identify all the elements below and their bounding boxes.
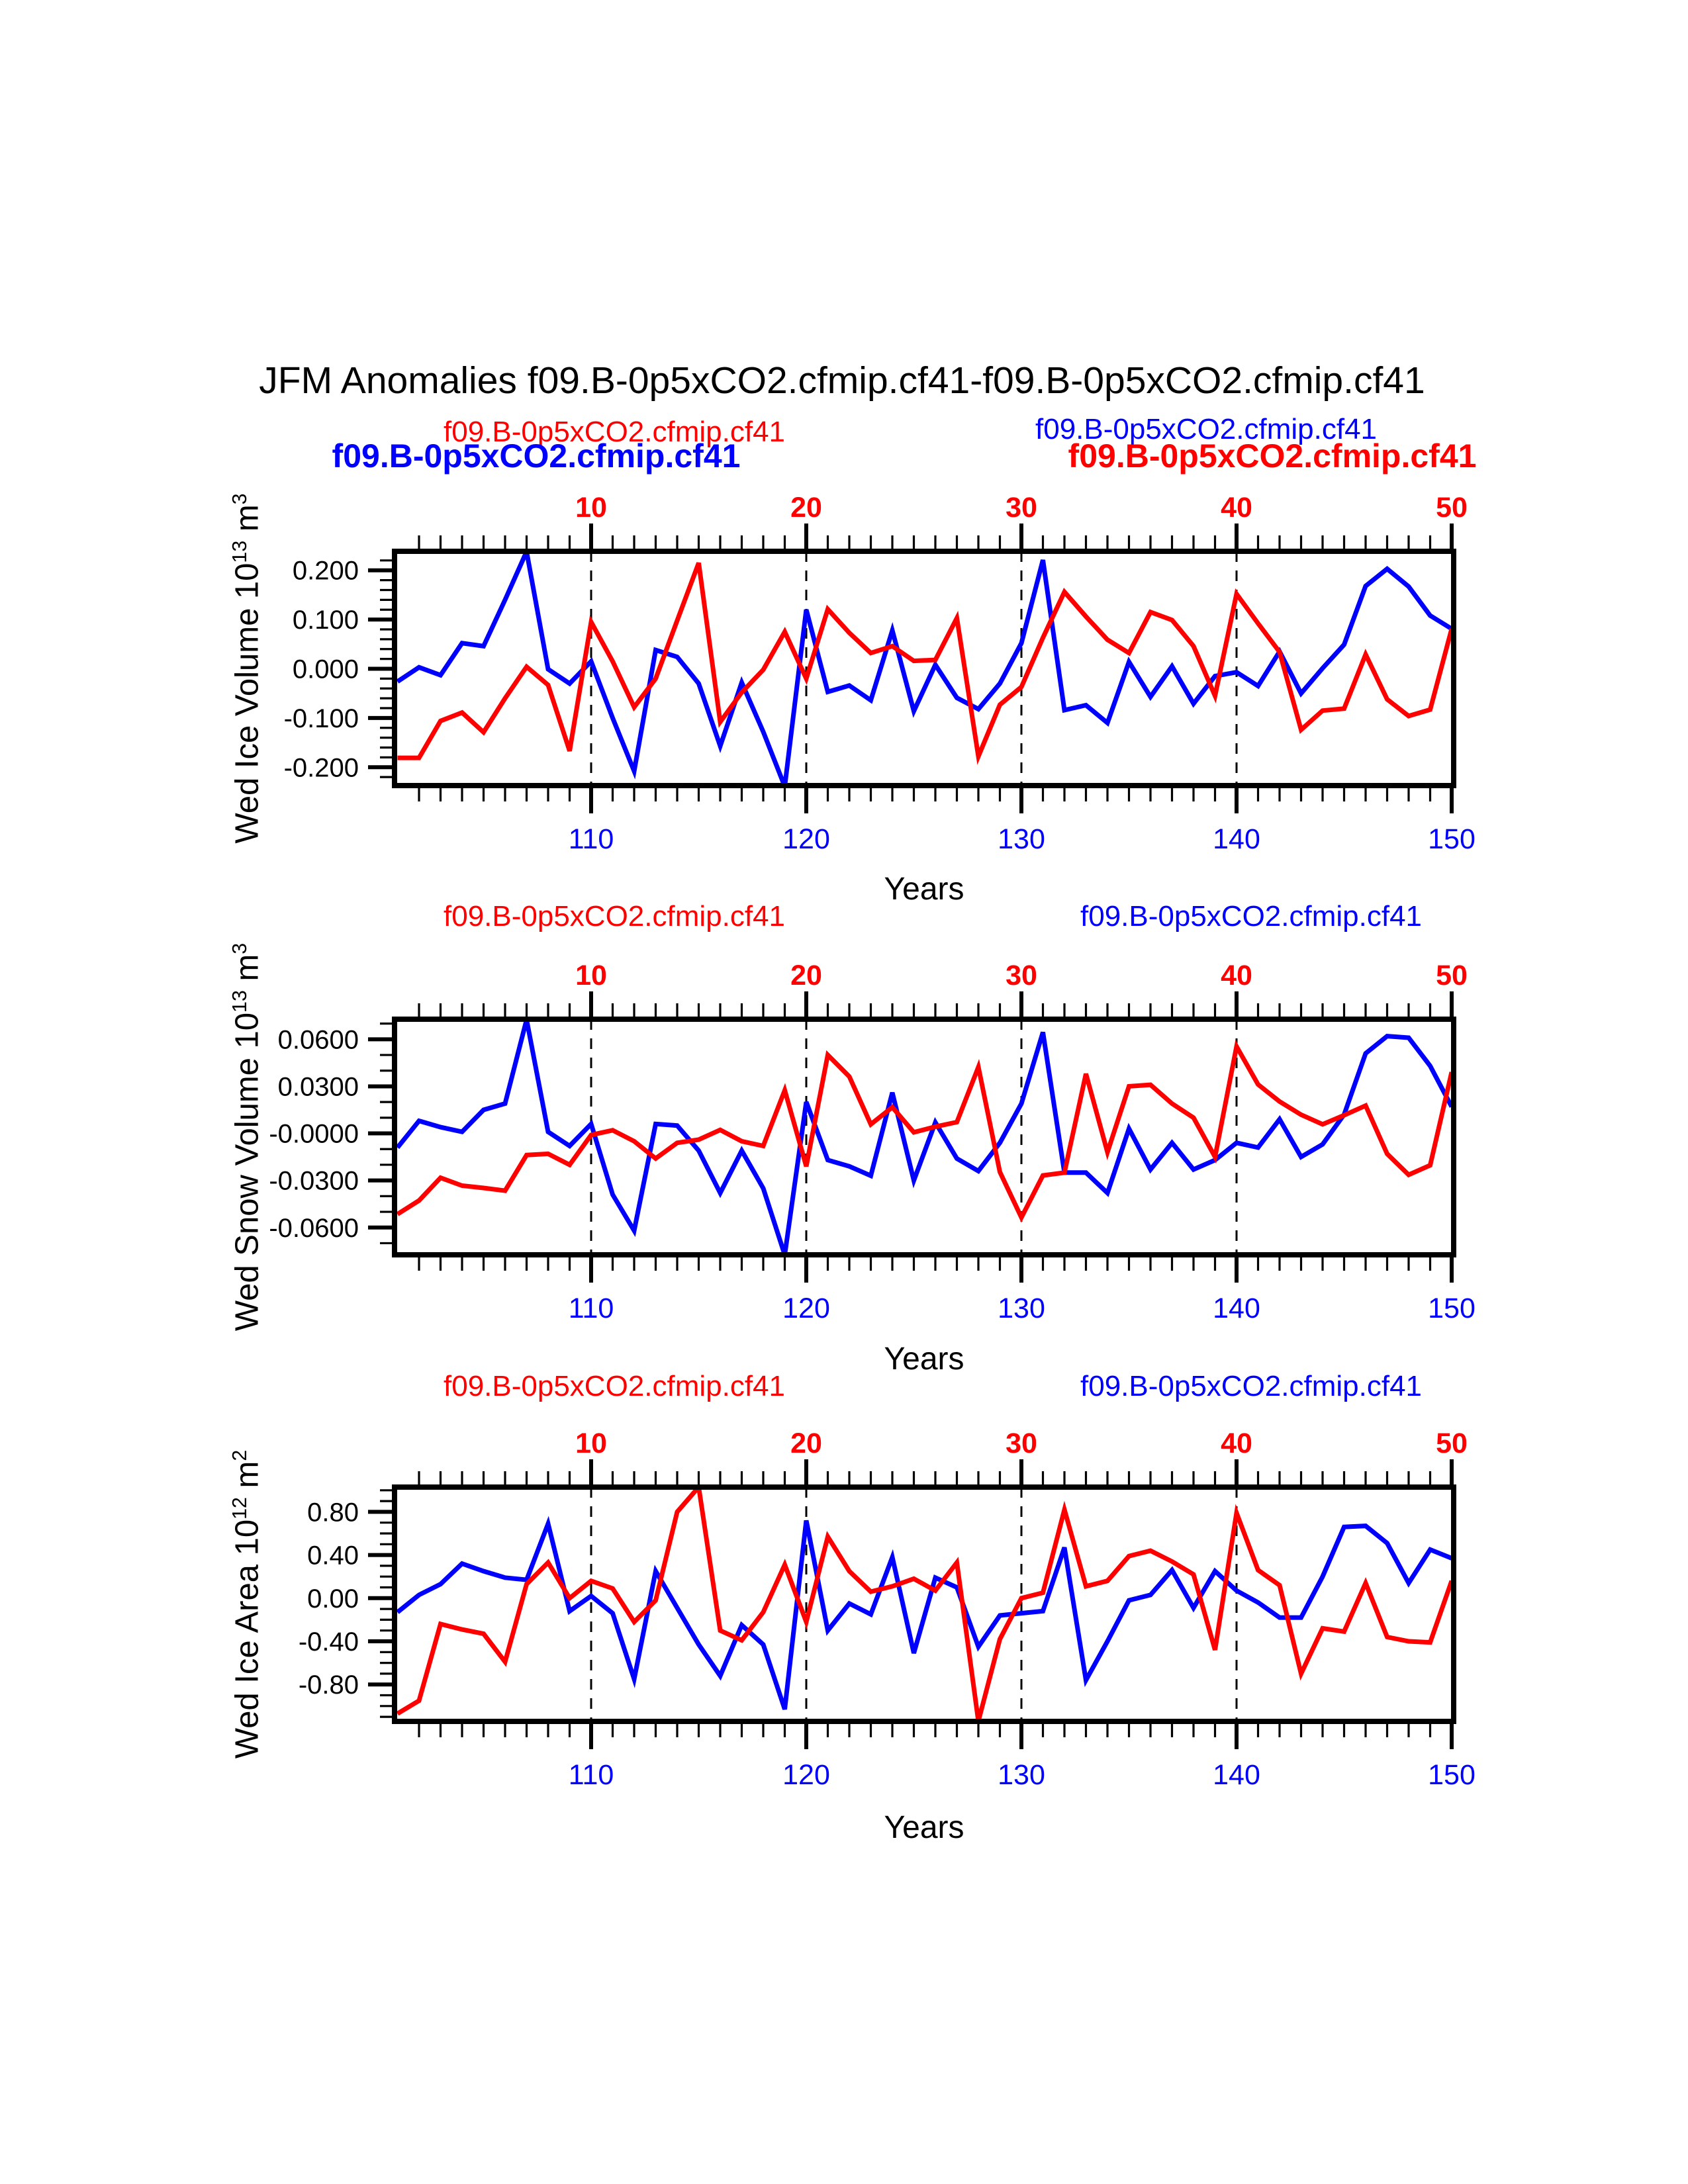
y-tick-label: 0.200 [293,557,359,586]
legend-red-panel1: f09.B-0p5xCO2.cfmip.cf41 [443,416,786,448]
x-tick-label-top: 10 [575,492,607,523]
legend-blue-panel3: f09.B-0p5xCO2.cfmip.cf41 [1080,1370,1423,1402]
y-tick-label: -0.0600 [269,1214,359,1243]
x-axis-title-panel2: Years [884,1342,964,1377]
x-tick-label-top: 10 [575,960,607,991]
series-line-red [397,562,1454,765]
y-tick-label: -0.100 [284,704,359,733]
x-tick-label-bottom: 110 [569,823,614,855]
legend-red-panel2: f09.B-0p5xCO2.cfmip.cf41 [443,900,786,933]
x-tick-label-bottom: 140 [1213,823,1260,855]
x-tick-label-top: 30 [1006,492,1037,523]
plot-frame [392,1017,1456,1257]
x-tick-label-bottom: 130 [998,1293,1045,1324]
x-tick-label-top: 10 [575,1428,607,1459]
x-tick-label-top: 20 [790,1428,822,1459]
x-tick-label-bottom: 120 [782,1759,830,1791]
x-tick-label-top: 40 [1221,960,1252,991]
legend-red-panel3: f09.B-0p5xCO2.cfmip.cf41 [443,1370,786,1402]
y-tick-label: -0.0000 [269,1120,359,1149]
plot-frame [392,549,1456,788]
panel-1: 0.200 0.100 0.000 -0.100 -0.200 10 110 20 120 30 1… [284,492,1476,855]
legend-red-bold-panel1: f09.B-0p5xCO2.cfmip.cf41 [1068,437,1477,475]
x-tick-label-bottom: 150 [1428,1759,1476,1791]
figure-title: JFM Anomalies f09.B-0p5xCO2.cfmip.cf41-f… [259,359,1425,402]
x-tick-label-bottom: 130 [998,1759,1045,1791]
legend-blue-panel1: f09.B-0p5xCO2.cfmip.cf41 [1035,413,1378,445]
series-line-red [396,1040,1454,1223]
y-tick-label: 0.100 [293,606,359,635]
x-tick-label-top: 20 [790,960,822,991]
x-tick-label-bottom: 110 [569,1759,614,1791]
x-axis-title-panel3: Years [884,1810,964,1845]
y-tick-label: 0.80 [307,1498,359,1527]
legend-blue-bold-panel1: f09.B-0p5xCO2.cfmip.cf41 [332,437,741,475]
x-tick-label-bottom: 150 [1428,823,1476,855]
y-tick-label: -0.80 [299,1670,359,1700]
x-tick-label-top: 30 [1006,1428,1037,1459]
y-tick-label: -0.40 [299,1627,359,1657]
x-tick-label-bottom: 130 [998,823,1045,855]
x-tick-label-bottom: 140 [1213,1759,1260,1791]
series-line-blue [396,549,1453,788]
panel-3: 0.80 0.40 0.00 -0.40 -0.80 10 110 20 120 30 130 40 1… [299,1428,1476,1791]
x-tick-label-bottom: 120 [782,1293,830,1324]
x-axis-title-panel1: Years [884,872,964,907]
plot-frame [392,1484,1456,1724]
x-tick-label-top: 20 [790,492,822,523]
x-tick-label-top: 40 [1221,492,1252,523]
y-tick-label: 0.000 [293,655,359,684]
x-tick-label-top: 50 [1436,492,1468,523]
x-tick-label-bottom: 110 [569,1293,614,1324]
x-tick-label-top: 50 [1436,1428,1468,1459]
x-tick-label-bottom: 140 [1213,1293,1260,1324]
y-tick-label: 0.40 [307,1541,359,1570]
y-tick-label: 0.0300 [278,1072,359,1101]
x-tick-label-bottom: 150 [1428,1293,1476,1324]
series-line-blue [395,1019,1454,1256]
y-tick-label: -0.0300 [269,1167,359,1196]
legend-blue-panel2: f09.B-0p5xCO2.cfmip.cf41 [1080,900,1423,933]
y-tick-label: 0.00 [307,1584,359,1614]
series-line-red [396,1484,1454,1722]
y-tick-label: 0.0600 [278,1025,359,1054]
y-tick-label: -0.200 [284,753,359,782]
panel-2: 0.0600 0.0300 -0.0000 -0.0300 -0.0600 10 110 20… [269,960,1476,1324]
x-tick-label-top: 40 [1221,1428,1252,1459]
x-tick-label-top: 50 [1436,960,1468,991]
x-tick-label-top: 30 [1006,960,1037,991]
series-line-blue [396,1516,1453,1710]
x-tick-label-bottom: 120 [782,823,830,855]
